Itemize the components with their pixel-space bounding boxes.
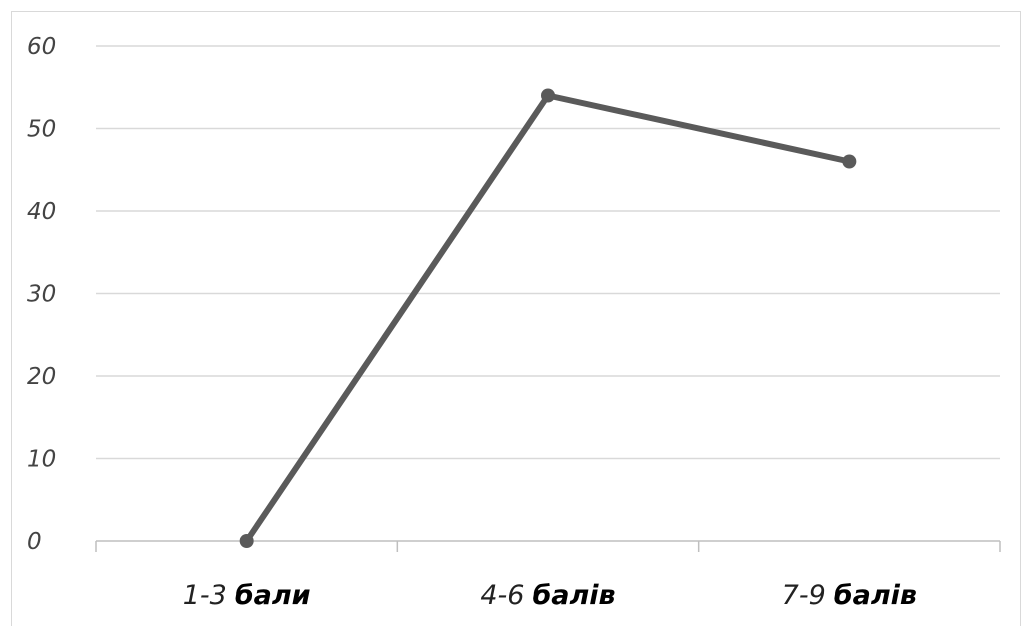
y-tick-label: 30 (27, 282, 56, 308)
y-axis-tick-labels: 0 10 20 30 40 50 60 (27, 34, 56, 555)
x-tick-label: 1-3 бали (183, 580, 311, 611)
x-tick-label-range: 1-3 (183, 580, 227, 611)
y-tick-label: 60 (27, 34, 56, 60)
x-tick-label-unit: балів (834, 580, 917, 611)
x-tick-label-unit: балів (532, 580, 615, 611)
x-axis-tick-labels: 1-3 бали 4-6 балів 7-9 балів (183, 580, 917, 611)
data-point (842, 154, 857, 169)
y-tick-label: 10 (27, 447, 56, 473)
x-tick-label-range: 4-6 (480, 580, 524, 611)
y-tick-label: 0 (27, 529, 42, 555)
x-tick-label-unit: бали (235, 580, 311, 611)
y-tick-label: 50 (27, 117, 56, 143)
gridlines (96, 45, 1000, 460)
data-point (239, 534, 254, 548)
series (239, 88, 857, 548)
y-tick-label: 40 (27, 199, 56, 225)
x-axis (95, 540, 1001, 552)
chart-frame (11, 11, 1021, 626)
series-line (243, 92, 853, 544)
x-tick-label: 7-9 балів (782, 580, 917, 611)
data-point (541, 88, 555, 103)
x-tick-label: 4-6 балів (480, 580, 615, 611)
x-tick-label-range: 7-9 (782, 580, 826, 611)
y-tick-label: 20 (27, 364, 56, 390)
